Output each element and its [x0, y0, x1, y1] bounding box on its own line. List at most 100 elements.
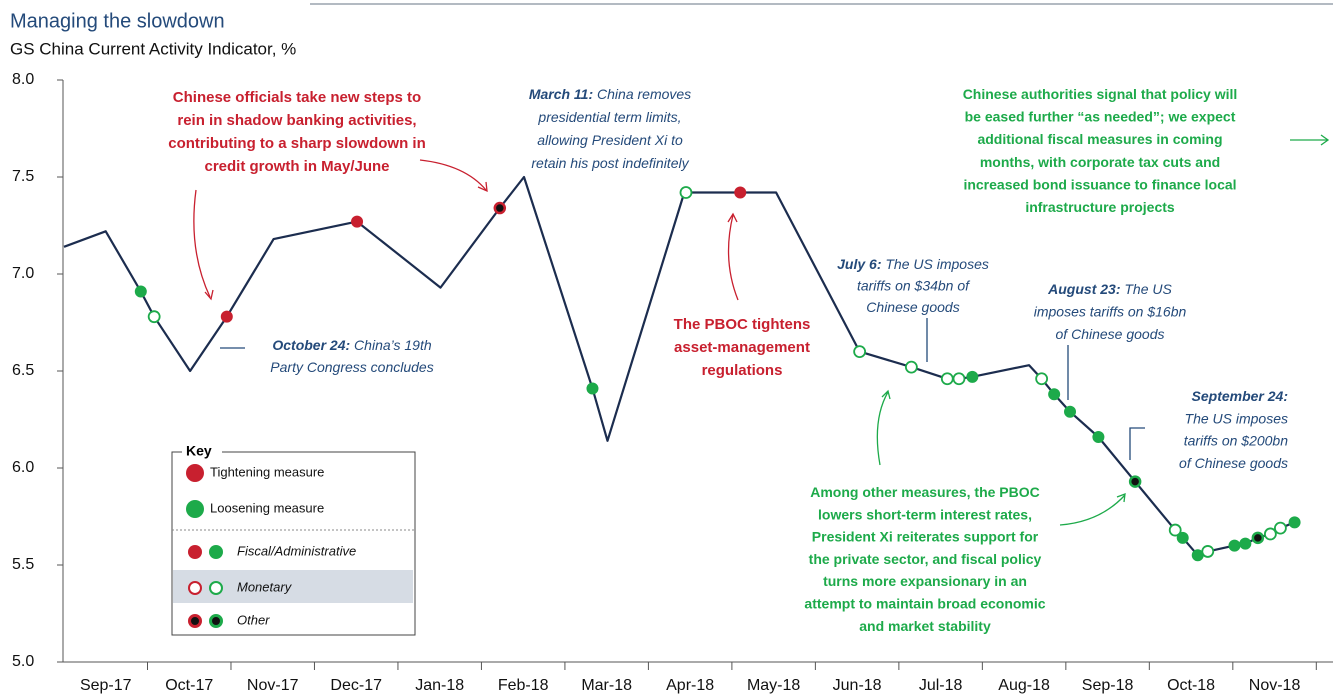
key-label: Tightening measure [210, 464, 324, 479]
annotation: August 23: The US [1047, 281, 1172, 297]
annotation: lowers short-term interest rates, [818, 506, 1032, 522]
annotation-line: tariffs on $200bn [1184, 432, 1289, 448]
key-label: Fiscal/Administrative [237, 543, 356, 558]
annotation-line: Chinese goods [866, 299, 959, 315]
annotation: presidential term limits, [537, 109, 681, 125]
annotation: Party Congress concludes [270, 359, 433, 375]
x-tick-label: May-18 [747, 677, 800, 694]
marker [1168, 523, 1182, 537]
annotation: months, with corporate tax cuts and [980, 154, 1220, 170]
marker [1092, 430, 1105, 443]
annotation: October 24: China’s 19th [272, 337, 431, 353]
marker [1035, 372, 1049, 386]
y-tick-label: 6.0 [12, 459, 34, 476]
marker [1176, 531, 1189, 544]
annotation: July 6: The US imposes [837, 256, 989, 272]
x-tick-label: Sep-18 [1082, 677, 1134, 694]
marker [147, 310, 161, 324]
arrow-head [477, 181, 488, 193]
arrow [1059, 493, 1126, 526]
annotation: additional fiscal measures in coming [977, 131, 1222, 147]
marker [734, 186, 747, 199]
annotation: credit growth in May/June [204, 158, 389, 175]
annotation-line: China’s 19th [350, 337, 432, 353]
key-label: Loosening measure [210, 500, 324, 515]
arrow [727, 214, 739, 301]
annotation-line: attempt to maintain broad economic [804, 595, 1045, 611]
key-label: Monetary [237, 579, 293, 594]
marker [952, 372, 966, 386]
marker [1128, 475, 1142, 488]
annotation-line: presidential term limits, [537, 109, 681, 125]
annotation: turns more expansionary in an [823, 573, 1027, 589]
annotation: and market stability [859, 618, 991, 634]
annotation: The US imposes [1185, 410, 1288, 426]
annotation-line: imposes tariffs on $16bn [1034, 303, 1187, 319]
annotation: of Chinese goods [1179, 455, 1288, 471]
x-tick-label: Mar-18 [581, 677, 632, 694]
marker [966, 370, 979, 383]
key: Key Tightening measure Loosening measure… [171, 443, 416, 636]
marker [493, 201, 507, 215]
annotation-line: Chinese officials take new steps to [173, 89, 421, 106]
annotation: Chinese authorities signal that policy w… [963, 86, 1238, 102]
marker [679, 186, 693, 199]
annotation-line: rein in shadow banking activities, [177, 112, 416, 129]
arrow [193, 189, 211, 298]
marker [1228, 539, 1241, 552]
annotation-line: months, with corporate tax cuts and [980, 154, 1220, 170]
marker [940, 372, 954, 386]
annotation-line: Party Congress concludes [270, 359, 433, 375]
annotation-arrows [193, 134, 1330, 526]
key-swatch [186, 464, 204, 482]
leader [1129, 427, 1145, 460]
annotation: imposes tariffs on $16bn [1034, 303, 1187, 319]
marker [853, 345, 867, 359]
x-tick-label: Jan-18 [415, 677, 464, 694]
key-swatch [188, 545, 202, 559]
key-title-bg [182, 444, 222, 460]
annotation-lead: October 24: [272, 337, 350, 353]
marker [1263, 527, 1277, 541]
annotation: of Chinese goods [1056, 326, 1165, 342]
annotation-line: Among other measures, the PBOC [810, 484, 1040, 500]
x-tick-label: Apr-18 [666, 677, 714, 694]
annotation-line: allowing President Xi to [537, 132, 683, 148]
annotation-line: infrastructure projects [1025, 199, 1175, 215]
y-tick-label: 7.5 [12, 168, 34, 185]
annotation-line: credit growth in May/June [204, 158, 389, 175]
x-tick-label: Aug-18 [998, 677, 1050, 694]
marker [1239, 537, 1252, 550]
annotation: rein in shadow banking activities, [177, 112, 416, 129]
annotation-line: Chinese authorities signal that policy w… [963, 86, 1238, 102]
annotation-line: President Xi reiterates support for [812, 528, 1039, 544]
annotation: September 24: [1192, 388, 1288, 404]
annotation: the private sector, and fiscal policy [809, 551, 1042, 567]
annotation: contributing to a sharp slowdown in [168, 135, 426, 152]
x-tick-label: Oct-17 [165, 677, 213, 694]
annotation-line: additional fiscal measures in coming [977, 131, 1222, 147]
annotation-line: the private sector, and fiscal policy [809, 551, 1042, 567]
arrow [876, 389, 891, 466]
arrow-head [204, 289, 214, 301]
annotation: The PBOC tightens [674, 316, 811, 333]
annotation-line: regulations [702, 362, 783, 379]
x-tick-label: Sep-17 [80, 677, 132, 694]
marker [1064, 405, 1077, 418]
x-tick-label: Jul-18 [919, 677, 963, 694]
key-box [171, 451, 416, 636]
annotation-line: and market stability [859, 618, 991, 634]
annotation-lead: September 24: [1192, 388, 1288, 404]
y-tick-label: 5.0 [12, 653, 34, 670]
annotation-line: contributing to a sharp slowdown in [168, 135, 426, 152]
key-label: Other [237, 612, 270, 627]
annotation-lead: July 6: [837, 256, 881, 272]
annotation: retain his post indefinitely [531, 155, 689, 171]
x-tick-label: Feb-18 [498, 677, 549, 694]
marker [134, 285, 147, 298]
key-swatch [186, 500, 204, 518]
annotation-line: The US imposes [881, 256, 988, 272]
annotation: regulations [702, 362, 783, 379]
annotation-line: be eased further “as needed”; we expect [965, 108, 1236, 124]
